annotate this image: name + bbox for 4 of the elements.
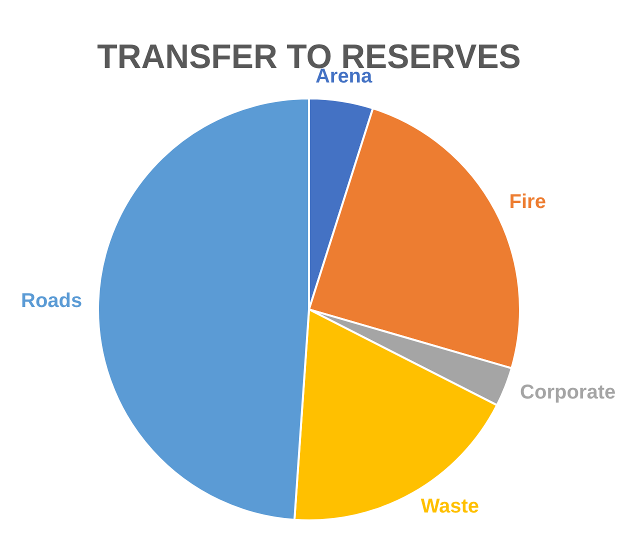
slice-label: Corporate: [520, 381, 616, 404]
slice-label: Roads: [21, 290, 82, 312]
slice-label: Waste: [420, 495, 480, 518]
slice-label: Fire: [509, 191, 546, 214]
